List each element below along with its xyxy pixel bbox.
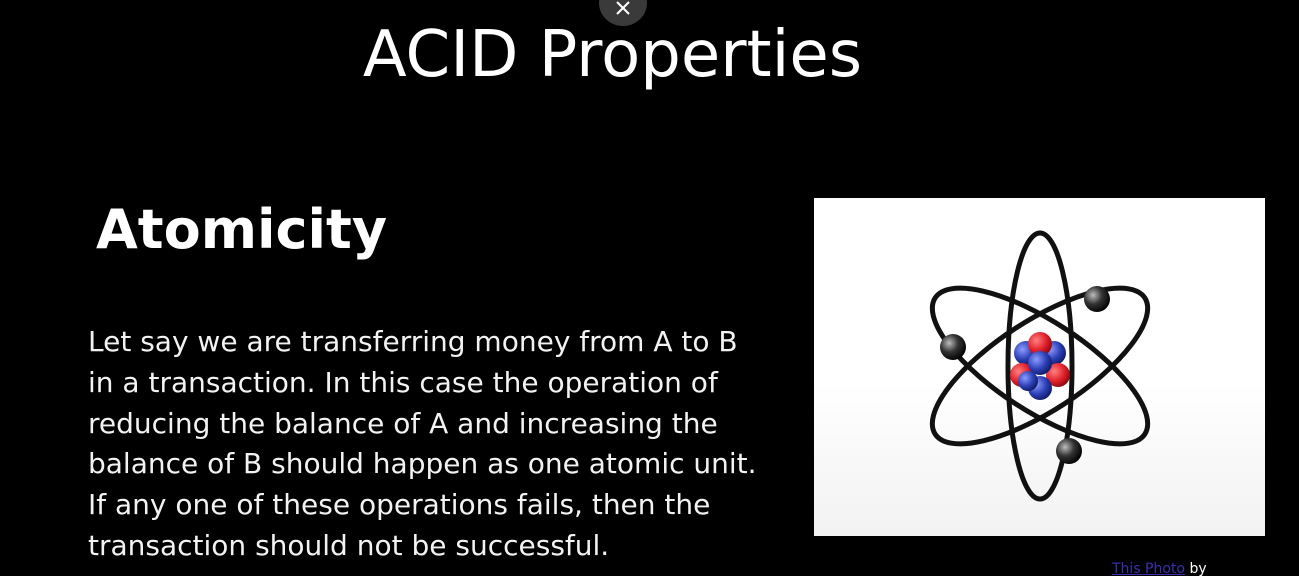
atom-image xyxy=(814,198,1265,536)
body-line: If any one of these operations fails, th… xyxy=(88,488,711,522)
body-line: transaction should not be successful. xyxy=(88,528,610,562)
body-line: in a transaction. In this case the opera… xyxy=(88,365,718,399)
body-paragraph: Let say we are transferring money from A… xyxy=(88,322,768,567)
body-line: balance of B should happen as one atomic… xyxy=(88,447,757,481)
slide-title: ACID Properties xyxy=(362,18,863,92)
atom-icon xyxy=(929,230,1151,502)
photo-credit-suffix: by xyxy=(1185,561,1207,576)
photo-credit-link[interactable]: This Photo xyxy=(1112,561,1185,576)
section-heading: Atomicity xyxy=(96,198,388,261)
body-line: reducing the balance of A and increasing… xyxy=(88,406,718,440)
body-line: Let say we are transferring money from A… xyxy=(88,325,738,358)
close-icon xyxy=(616,1,630,15)
photo-credit: This Photo by xyxy=(1112,561,1207,576)
